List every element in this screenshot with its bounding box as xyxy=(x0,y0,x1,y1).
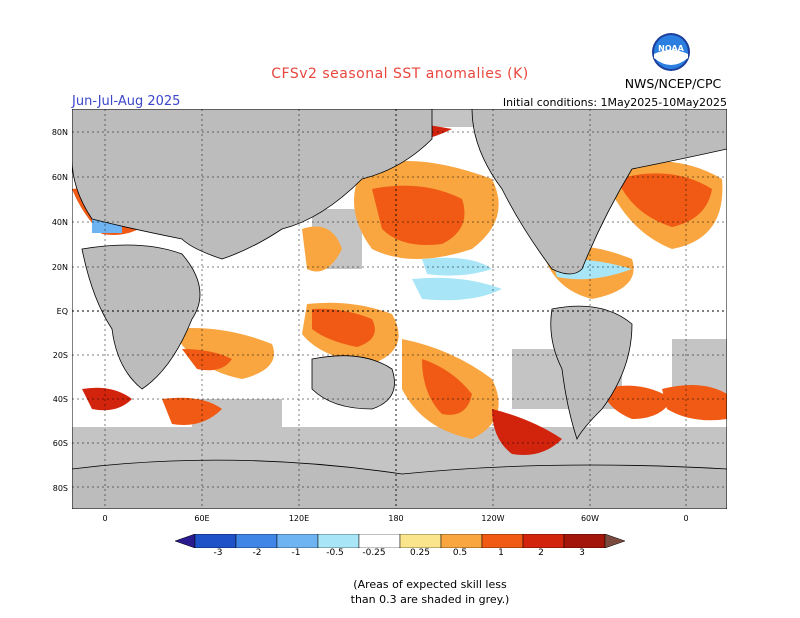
land-masses xyxy=(72,109,727,509)
lon-tick-label: 60E xyxy=(194,514,210,523)
north-america-land xyxy=(471,109,727,275)
lat-tick-label: EQ xyxy=(56,307,68,316)
colorbar-tick-label: 0.5 xyxy=(452,548,468,558)
colorbar-segment xyxy=(522,534,565,548)
colorbar-tick-label: -1 xyxy=(291,548,301,558)
map-gridlines xyxy=(72,109,727,509)
colorbar-segment xyxy=(317,534,360,548)
south-america-land xyxy=(550,305,633,441)
lat-tick-label: 20S xyxy=(52,351,68,360)
lon-tick-label: 60W xyxy=(580,514,600,523)
lon-tick-label: 0 xyxy=(102,514,108,523)
eurasia-land xyxy=(72,109,433,260)
lat-tick-label: 60S xyxy=(52,439,68,448)
lat-tick-label: 60N xyxy=(51,173,68,182)
colorbar-segment xyxy=(276,534,319,548)
colorbar-tick-label: -3 xyxy=(213,548,223,558)
skill-note-line: than 0.3 are shaded in grey.) xyxy=(350,593,510,606)
lat-tick-label: 80S xyxy=(52,484,68,493)
colorbar-tick-label: -0.25 xyxy=(362,548,386,558)
lat-tick-label: 20N xyxy=(51,263,68,272)
colorbar-tick-label: 1 xyxy=(498,548,504,558)
lon-tick-label: 180 xyxy=(388,514,404,523)
africa-land xyxy=(81,244,201,390)
chart-title: CFSv2 seasonal SST anomalies (K) xyxy=(271,66,529,82)
colorbar-segment xyxy=(604,534,625,548)
colorbar-segment xyxy=(440,534,483,548)
colorbar-segment xyxy=(481,534,524,548)
agency-label: NWS/NCEP/CPC xyxy=(624,76,722,91)
colorbar-segment xyxy=(399,534,442,548)
initial-conditions-label: Initial conditions: 1May2025-10May2025 xyxy=(502,96,727,109)
colorbar-tick-label: 2 xyxy=(538,548,544,558)
colorbar-tick-label: 3 xyxy=(579,548,585,558)
skill-note-line: (Areas of expected skill less xyxy=(353,578,507,591)
logo-text: NOAA xyxy=(658,44,684,53)
warm-anomalies xyxy=(72,117,727,455)
colorbar-tick-label: -2 xyxy=(252,548,262,558)
lon-tick-label: 0 xyxy=(683,514,689,523)
lon-tick-label: 120E xyxy=(288,514,310,523)
colorbar-segment xyxy=(175,534,196,548)
colorbar-segment xyxy=(358,534,401,548)
noaa-logo-icon: NOAA xyxy=(652,33,690,71)
lon-tick-label: 120W xyxy=(481,514,505,523)
colorbar xyxy=(175,534,625,548)
season-label: Jun-Jul-Aug 2025 xyxy=(72,94,181,109)
colorbar-tick-label: 0.25 xyxy=(409,548,431,558)
lat-tick-label: 80N xyxy=(51,128,68,137)
skill-note: (Areas of expected skill less than 0.3 a… xyxy=(300,577,560,607)
colorbar-tick-label: -0.5 xyxy=(326,548,344,558)
sst-anomaly-map xyxy=(72,109,727,509)
lat-tick-label: 40S xyxy=(52,395,68,404)
antarctica-land xyxy=(72,459,727,509)
colorbar-segment xyxy=(194,534,237,548)
colorbar-segment xyxy=(563,534,606,548)
colorbar-segment xyxy=(235,534,278,548)
colorbar-segments xyxy=(175,534,625,548)
australia-land xyxy=(311,355,395,410)
lat-tick-label: 40N xyxy=(51,218,68,227)
